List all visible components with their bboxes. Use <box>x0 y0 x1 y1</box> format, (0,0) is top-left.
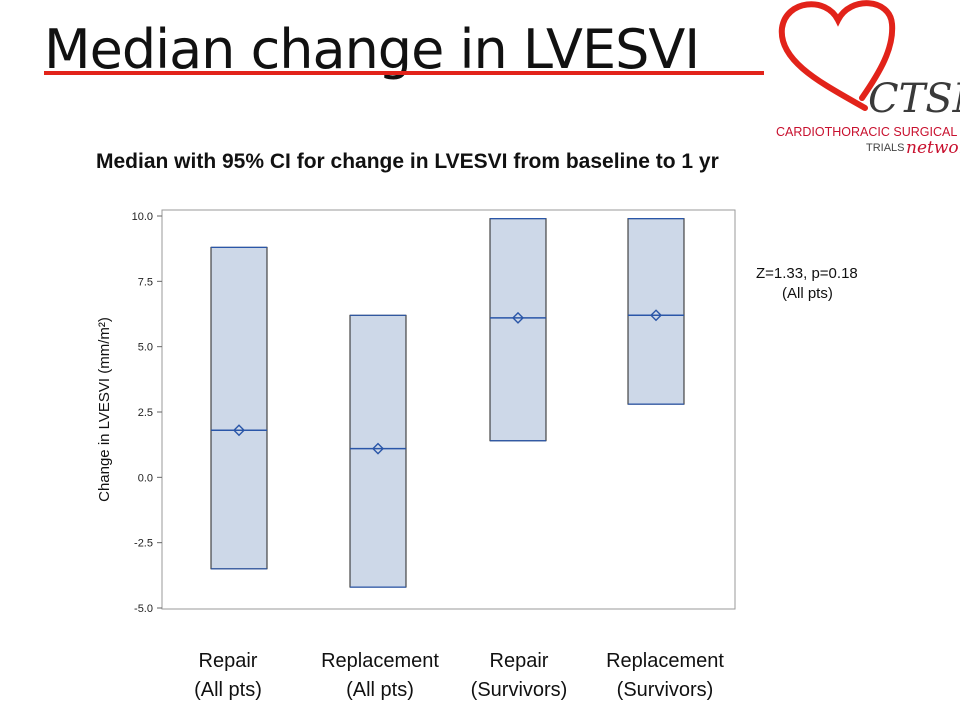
y-tick-label-5: -2.5 <box>134 538 153 550</box>
ci-box-3 <box>489 218 547 442</box>
logo-line2b: network <box>906 138 960 158</box>
title-underline <box>44 71 764 75</box>
chart-title: Median with 95% CI for change in LVESVI … <box>96 150 719 173</box>
ci-box-1 <box>210 246 268 570</box>
stat-annotation: Z=1.33, p=0.18 (All pts) <box>756 264 858 304</box>
ctsn-logo: CTSN CARDIOTHORACIC SURGICAL TRIALS netw… <box>776 0 960 158</box>
slide-title: Median change in LVESVI <box>44 18 700 81</box>
logo-line2a: TRIALS <box>866 142 905 154</box>
y-tick-label-0: 10.0 <box>132 211 153 223</box>
y-tick-label-6: -5.0 <box>134 603 153 615</box>
ci-box-4 <box>627 218 685 405</box>
median-marker-1 <box>233 424 245 437</box>
category-label-1: Repair (All pts) <box>194 650 262 701</box>
y-axis-label: Change in LVESVI (mm/m²) <box>96 317 113 502</box>
median-marker-4 <box>650 309 662 322</box>
logo-heart-icon <box>778 0 896 111</box>
category-label-3: Repair (Survivors) <box>470 650 568 701</box>
plot-frame <box>161 209 736 610</box>
y-tick-label-3: 2.5 <box>138 407 153 419</box>
y-tick-label-2: 5.0 <box>138 342 153 354</box>
stat-annotation-line2: (All pts) <box>782 285 833 302</box>
logo-brand: CTSN <box>868 76 960 122</box>
logo-line1: CARDIOTHORACIC SURGICAL <box>776 125 957 139</box>
median-marker-3 <box>512 311 524 324</box>
category-label-2: Replacement (All pts) <box>321 650 439 701</box>
stat-annotation-line1: Z=1.33, p=0.18 <box>756 265 858 282</box>
y-tick-label-1: 7.5 <box>138 276 153 288</box>
y-tick-label-4: 0.0 <box>138 472 153 484</box>
median-marker-2 <box>372 442 384 455</box>
category-label-4: Replacement (Survivors) <box>606 650 724 701</box>
ci-box-2 <box>349 314 407 588</box>
